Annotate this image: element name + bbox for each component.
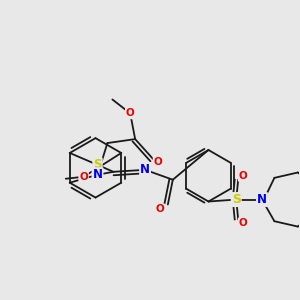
Text: N: N [140,163,150,176]
Text: O: O [239,218,248,228]
Text: N: N [92,168,103,181]
Text: S: S [232,193,241,206]
Text: O: O [239,171,248,181]
Text: S: S [93,158,102,171]
Text: O: O [154,157,162,167]
Text: O: O [79,172,88,182]
Text: O: O [156,204,164,214]
Text: O: O [126,108,135,118]
Text: N: N [257,193,267,206]
